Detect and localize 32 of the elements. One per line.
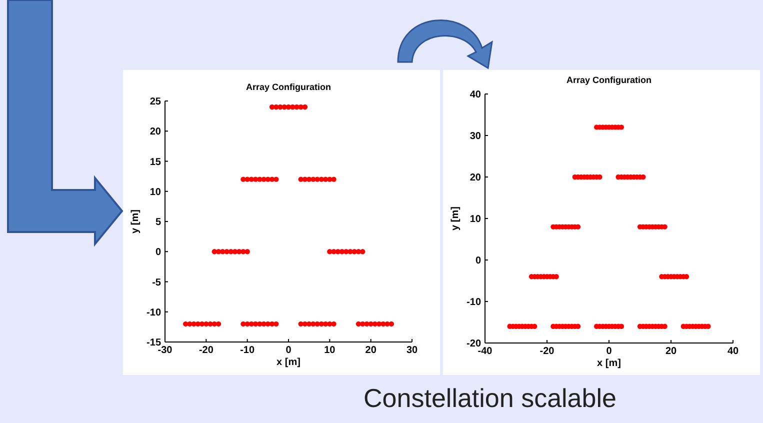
y-tick-label: 20	[150, 126, 162, 138]
x-tick-label: 0	[286, 345, 292, 356]
y-tick-label: -10	[466, 297, 482, 308]
x-axis-title: x [m]	[276, 357, 300, 368]
x-tick-label: -40	[478, 346, 493, 357]
x-tick-label: 40	[727, 346, 739, 357]
y-tick-label: 10	[470, 214, 482, 225]
y-tick-label: 0	[475, 256, 482, 266]
y-axis-title: y [m]	[130, 210, 141, 234]
x-tick-label: 20	[665, 346, 677, 357]
y-tick-label: 15	[150, 156, 162, 168]
y-tick-label: 40	[470, 90, 482, 100]
chart-title: Array Configuration	[246, 82, 332, 92]
y-tick-label: -5	[152, 277, 162, 288]
x-tick-label: -20	[198, 345, 214, 356]
x-tick-label: 0	[606, 346, 612, 357]
text: Constellation scalable	[364, 383, 616, 413]
y-tick-label: 5	[155, 217, 162, 228]
y-axis-title: y [m]	[450, 206, 461, 230]
y-tick-label: -10	[146, 307, 162, 318]
x-axis-title: x [m]	[597, 358, 621, 369]
x-tick-label: 30	[406, 345, 418, 356]
x-tick-label: -20	[540, 346, 555, 357]
x-tick-label: -10	[240, 345, 255, 356]
chart-title: Array Configuration	[566, 75, 652, 85]
y-tick-label: 10	[150, 186, 162, 198]
y-tick-label: 30	[470, 131, 482, 142]
x-tick-label: 20	[365, 345, 377, 356]
y-tick-label: 20	[470, 172, 482, 184]
y-tick-label: 0	[155, 247, 162, 258]
y-tick-label: 25	[150, 96, 162, 108]
x-tick-label: 10	[324, 345, 336, 356]
